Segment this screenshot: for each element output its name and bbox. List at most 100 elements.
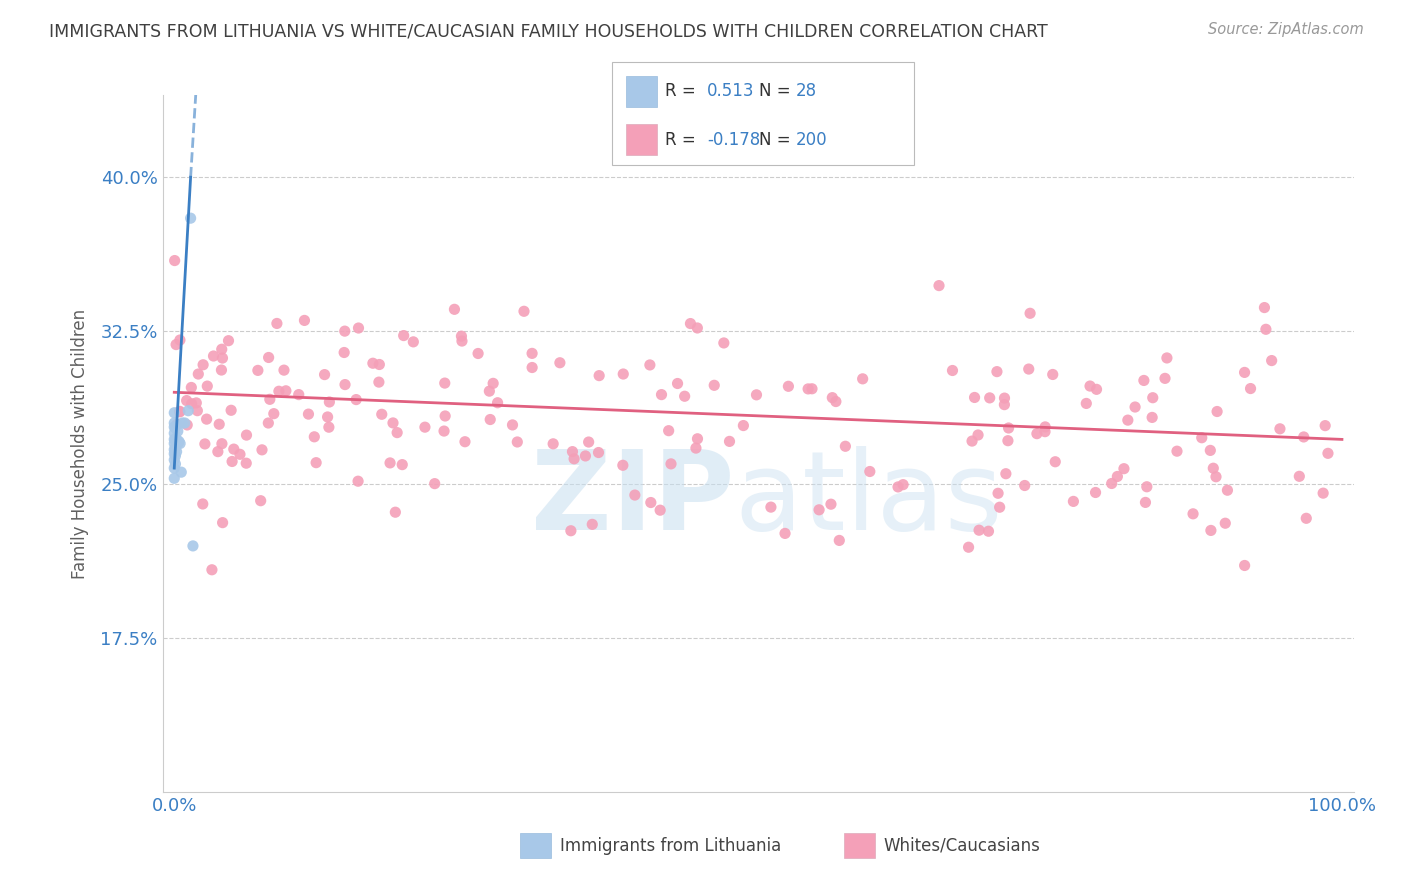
Point: [578, 435, 600, 450]
Point: [211, 516, 233, 530]
Point: [467, 346, 489, 360]
Point: [1019, 306, 1042, 320]
Point: [451, 334, 474, 348]
Point: [385, 425, 408, 440]
Point: [246, 363, 269, 377]
Point: [820, 497, 842, 511]
Point: [562, 451, 585, 466]
Point: [368, 358, 391, 372]
Point: [382, 416, 405, 430]
Point: [176, 393, 198, 408]
Point: [163, 420, 186, 434]
Point: [1166, 444, 1188, 458]
Point: [1078, 379, 1101, 393]
Point: [658, 424, 681, 438]
Point: [1292, 430, 1315, 444]
Point: [165, 337, 187, 351]
Point: [305, 456, 328, 470]
Point: [1253, 301, 1275, 315]
Point: [180, 380, 202, 394]
Point: [1133, 374, 1156, 388]
Point: [963, 391, 986, 405]
Point: [222, 442, 245, 457]
Point: [1199, 443, 1222, 458]
Point: [433, 424, 456, 438]
Point: [163, 416, 186, 430]
Point: [1216, 483, 1239, 498]
Text: N =: N =: [759, 130, 796, 149]
Point: [548, 356, 571, 370]
Point: [1315, 418, 1337, 433]
Point: [1202, 461, 1225, 475]
Point: [479, 412, 502, 426]
Point: [333, 377, 356, 392]
Point: [169, 404, 191, 418]
Point: [180, 397, 202, 411]
Point: [612, 367, 634, 381]
Point: [797, 382, 820, 396]
Point: [267, 384, 290, 399]
Point: [443, 302, 465, 317]
Point: [263, 407, 285, 421]
Point: [163, 406, 186, 420]
Point: [163, 436, 186, 450]
Point: [1136, 480, 1159, 494]
Point: [163, 426, 186, 441]
Point: [1288, 469, 1310, 483]
Point: [1033, 425, 1056, 439]
Point: [211, 343, 233, 357]
Point: [166, 436, 188, 450]
Point: [180, 211, 202, 226]
Point: [1316, 446, 1339, 460]
Point: [1206, 404, 1229, 418]
Text: 28: 28: [796, 82, 817, 101]
Point: [169, 333, 191, 347]
Point: [176, 417, 198, 432]
Point: [967, 523, 990, 537]
Point: [454, 434, 477, 449]
Point: [928, 278, 950, 293]
Point: [502, 417, 524, 432]
Point: [173, 416, 195, 430]
Point: [235, 456, 257, 470]
Point: [778, 379, 800, 393]
Point: [506, 434, 529, 449]
Point: [1123, 400, 1146, 414]
Point: [987, 486, 1010, 500]
Point: [1156, 351, 1178, 365]
Point: [1076, 396, 1098, 410]
Point: [318, 395, 340, 409]
Point: [344, 392, 367, 407]
Point: [997, 434, 1019, 448]
Point: [165, 433, 187, 447]
Point: [808, 503, 831, 517]
Point: [986, 365, 1008, 379]
Point: [423, 476, 446, 491]
Point: [560, 524, 582, 538]
Point: [1268, 422, 1291, 436]
Point: [166, 417, 188, 432]
Point: [207, 444, 229, 458]
Point: [1233, 558, 1256, 573]
Point: [402, 334, 425, 349]
Point: [1199, 524, 1222, 538]
Point: [941, 363, 963, 377]
Point: [181, 539, 204, 553]
Point: [478, 384, 501, 398]
Point: [165, 441, 187, 455]
Point: [1042, 368, 1064, 382]
Point: [718, 434, 741, 449]
Point: [1112, 461, 1135, 475]
Point: [520, 360, 543, 375]
Point: [413, 420, 436, 434]
Point: [211, 351, 233, 365]
Point: [733, 418, 755, 433]
Point: [828, 533, 851, 548]
Point: [287, 387, 309, 401]
Point: [208, 417, 231, 432]
Point: [1101, 476, 1123, 491]
Point: [659, 457, 682, 471]
Point: [195, 379, 218, 393]
Point: [994, 467, 1017, 481]
Text: N =: N =: [759, 82, 796, 101]
